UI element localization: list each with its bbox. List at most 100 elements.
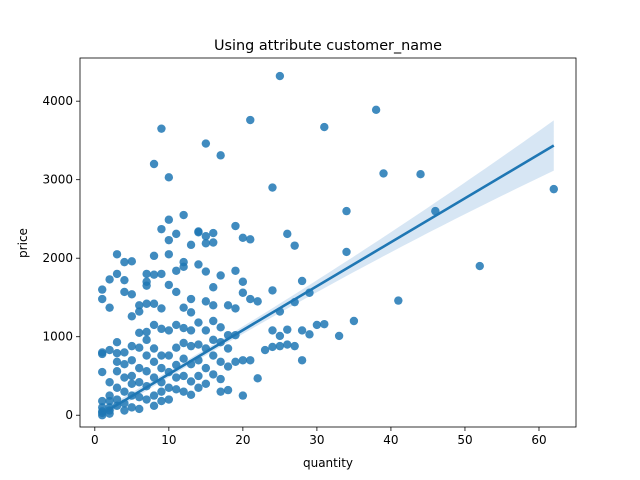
data-point (98, 285, 107, 294)
y-tick-label: 1000 (42, 330, 73, 344)
data-point (238, 391, 248, 400)
data-point (142, 367, 151, 376)
data-point (157, 324, 166, 334)
data-point (186, 326, 196, 335)
data-point (164, 280, 174, 290)
data-point (223, 301, 233, 310)
data-point (157, 351, 166, 360)
data-point (112, 349, 122, 358)
data-point (209, 351, 218, 360)
data-point (186, 240, 196, 250)
data-point (238, 356, 248, 365)
data-point (297, 276, 307, 286)
data-point (186, 377, 196, 386)
data-point (268, 326, 277, 335)
data-point (172, 385, 181, 394)
data-point (157, 269, 166, 279)
data-point (275, 341, 285, 351)
data-point (349, 316, 359, 326)
data-point (297, 356, 307, 365)
y-tick-label: 2000 (42, 251, 73, 265)
data-point (120, 373, 129, 382)
data-point (164, 395, 174, 404)
data-point (209, 370, 218, 379)
data-point (549, 184, 558, 194)
data-point (127, 290, 137, 299)
data-point (127, 379, 137, 389)
data-point (164, 235, 174, 245)
data-point (179, 387, 188, 396)
y-axis-ticks: 0 1000 2000 3000 4000 (42, 94, 80, 422)
data-point (98, 294, 107, 304)
data-point (172, 229, 181, 239)
data-point (135, 363, 144, 373)
data-point (320, 122, 329, 132)
data-point (135, 392, 144, 402)
scatter-points (98, 71, 558, 420)
data-point (209, 316, 218, 326)
data-point (186, 294, 196, 304)
data-point (246, 115, 255, 125)
data-point (172, 373, 181, 382)
data-point (98, 396, 107, 406)
data-point (149, 401, 159, 411)
data-point (127, 257, 137, 266)
data-point (127, 356, 137, 365)
data-point (201, 267, 211, 276)
data-point (149, 373, 159, 382)
data-point (149, 320, 159, 330)
data-point (231, 221, 240, 231)
x-tick-label: 50 (457, 433, 472, 447)
y-axis-label: price (16, 228, 30, 258)
x-tick-label: 0 (91, 433, 99, 447)
data-point (98, 367, 107, 377)
data-point (268, 286, 277, 295)
data-point (105, 275, 114, 284)
data-point (127, 371, 137, 381)
data-point (149, 270, 159, 279)
data-point (142, 395, 151, 404)
data-point (135, 307, 144, 316)
data-point (120, 275, 129, 285)
data-point (105, 391, 114, 400)
chart-title: Using attribute customer_name (214, 38, 442, 54)
data-point (105, 345, 114, 355)
data-point (201, 326, 211, 335)
data-point (98, 349, 107, 359)
data-point (179, 303, 188, 312)
data-point (216, 323, 225, 332)
data-point (135, 343, 144, 352)
data-point (283, 229, 292, 239)
data-point (223, 362, 233, 371)
data-point (268, 342, 277, 352)
data-point (186, 341, 196, 351)
data-point (142, 327, 151, 337)
data-point (209, 228, 218, 238)
data-point (164, 351, 174, 360)
data-point (112, 250, 122, 259)
data-point (127, 341, 137, 351)
data-point (172, 343, 181, 352)
y-tick-label: 0 (65, 408, 73, 422)
data-point (253, 297, 262, 306)
data-point (157, 387, 166, 396)
data-point (120, 287, 129, 297)
data-point (105, 303, 114, 312)
data-point (290, 341, 299, 351)
data-point (312, 320, 322, 330)
data-point (223, 385, 233, 395)
x-tick-label: 10 (161, 433, 176, 447)
data-point (120, 359, 129, 369)
data-point (157, 304, 166, 313)
data-point (164, 173, 174, 182)
data-point (149, 344, 159, 353)
data-point (142, 299, 151, 308)
data-point (201, 297, 211, 306)
data-point (112, 383, 122, 392)
data-point (342, 206, 351, 216)
data-point (164, 383, 174, 392)
data-point (135, 378, 144, 387)
x-axis-ticks: 0 10 20 30 40 50 60 (91, 427, 547, 447)
data-point (179, 354, 188, 363)
